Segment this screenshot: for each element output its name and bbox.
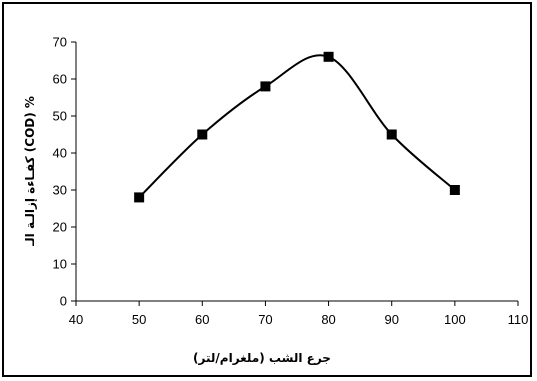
y-tick-label: 70 xyxy=(53,35,67,50)
x-tick-label: 50 xyxy=(132,312,146,327)
x-tick-label: 80 xyxy=(321,312,335,327)
x-tick-label: 40 xyxy=(69,312,83,327)
series-group xyxy=(134,51,460,203)
series-line xyxy=(138,54,456,199)
x-tick-label: 70 xyxy=(258,312,272,327)
x-tick-label: 90 xyxy=(384,312,398,327)
data-point-marker xyxy=(260,81,271,92)
data-point-marker xyxy=(386,129,397,140)
y-tick-label: 20 xyxy=(53,220,67,235)
data-point-marker xyxy=(323,51,334,62)
data-point-marker xyxy=(197,129,208,140)
data-point-marker xyxy=(134,192,145,203)
data-point-marker xyxy=(449,185,460,195)
x-tick-label: 110 xyxy=(508,312,529,327)
x-tick-label: 60 xyxy=(195,312,209,327)
x-axis-ticks: 40 50 60 70 80 90 100 110 xyxy=(69,301,529,327)
y-axis-ticks: 0 10 20 30 40 50 60 70 xyxy=(53,35,76,309)
y-tick-label: 40 xyxy=(53,146,67,161)
chart-axes xyxy=(75,42,518,302)
y-tick-label: 30 xyxy=(53,183,67,198)
x-tick-label: 100 xyxy=(444,312,466,327)
chart-svg: 0 10 20 30 40 50 60 70 40 50 60 70 80 90 100 110 جرع ا… xyxy=(23,35,529,367)
y-tick-label: 0 xyxy=(60,294,67,309)
y-axis-title: % (COD) كفـاءة إزالـة الـ xyxy=(23,96,37,247)
chart-frame: 0 10 20 30 40 50 60 70 40 50 60 70 80 90 100 110 جرع ا… xyxy=(2,2,532,377)
y-tick-label: 50 xyxy=(53,109,67,124)
x-axis-title: جرع الشب (ملغرام/لتر) xyxy=(193,351,331,366)
y-tick-label: 60 xyxy=(53,72,67,87)
y-tick-label: 10 xyxy=(53,257,67,272)
